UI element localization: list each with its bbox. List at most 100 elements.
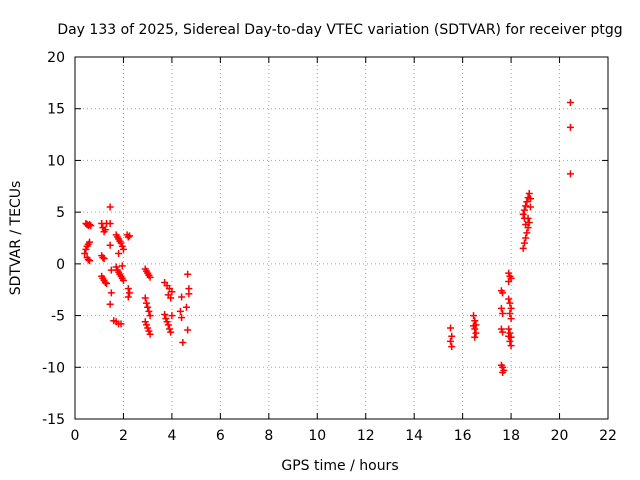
- data-point-marker: [507, 304, 515, 312]
- data-point-marker: [126, 232, 134, 240]
- data-point-marker: [497, 304, 505, 312]
- x-tick-label: 14: [405, 428, 423, 444]
- y-tick-label: 10: [47, 153, 65, 169]
- data-point-marker: [126, 289, 134, 297]
- data-point-marker: [506, 299, 514, 307]
- x-tick-label: 2: [119, 428, 128, 444]
- data-point-marker: [184, 326, 192, 334]
- data-point-marker: [525, 190, 533, 198]
- data-point-marker: [506, 310, 514, 318]
- data-point-marker: [163, 318, 171, 326]
- data-point-marker: [124, 233, 132, 241]
- data-point-marker: [506, 329, 514, 337]
- data-point-marker: [184, 270, 192, 278]
- data-point-marker: [520, 206, 528, 214]
- data-point-marker: [82, 245, 90, 253]
- data-point-marker: [87, 222, 95, 230]
- data-point-marker: [81, 250, 89, 258]
- data-markers: [81, 99, 574, 376]
- data-point-marker: [448, 332, 456, 340]
- data-point-marker: [497, 325, 505, 333]
- data-point-marker: [145, 327, 153, 335]
- data-point-marker: [168, 312, 176, 320]
- data-point-marker: [179, 338, 187, 346]
- data-point-marker: [520, 239, 528, 247]
- data-point-marker: [526, 195, 534, 203]
- data-point-marker: [167, 294, 175, 302]
- data-point-marker: [178, 314, 186, 322]
- data-point-marker: [522, 234, 530, 242]
- data-point-marker: [522, 221, 530, 229]
- data-point-marker: [499, 289, 507, 297]
- plot-frame: [74, 56, 609, 420]
- x-tick-label: 10: [308, 428, 326, 444]
- data-point-marker: [107, 289, 115, 297]
- y-tick-label: 0: [56, 257, 65, 273]
- data-point-marker: [146, 330, 154, 338]
- data-point-marker: [507, 315, 515, 323]
- data-point-marker: [523, 198, 531, 206]
- data-point-marker: [470, 322, 478, 330]
- data-point-marker: [142, 299, 150, 307]
- data-point-marker: [117, 239, 125, 247]
- data-point-marker: [182, 303, 190, 311]
- x-tick-label: 22: [599, 428, 617, 444]
- x-tick-label: 20: [551, 428, 569, 444]
- data-point-marker: [106, 203, 114, 211]
- x-axis-label: GPS time / hours: [281, 458, 398, 474]
- data-point-marker: [471, 333, 479, 341]
- data-point-marker: [526, 203, 534, 211]
- data-point-marker: [162, 315, 170, 323]
- x-tick-label: 16: [454, 428, 472, 444]
- y-tick-label: 20: [47, 50, 65, 66]
- data-point-marker: [107, 266, 115, 274]
- data-point-marker: [102, 280, 110, 288]
- axis-ticks: 0 2 4 6 8 10 12 14 16 18 20 22 -15 -10 -5 0 5 10 15 20: [42, 50, 617, 444]
- data-point-marker: [142, 321, 150, 329]
- data-point-marker: [86, 221, 94, 229]
- data-point-marker: [106, 241, 114, 249]
- data-point-marker: [505, 269, 513, 277]
- data-point-marker: [118, 262, 126, 270]
- data-point-marker: [101, 278, 109, 286]
- data-point-marker: [471, 317, 479, 325]
- data-point-marker: [448, 343, 456, 351]
- data-point-marker: [141, 318, 149, 326]
- data-point-marker: [447, 324, 455, 332]
- data-point-marker: [520, 214, 528, 222]
- data-point-marker: [470, 312, 478, 320]
- data-point-marker: [472, 329, 480, 337]
- data-point-marker: [118, 242, 126, 250]
- data-point-marker: [566, 99, 574, 107]
- data-point-marker: [165, 325, 173, 333]
- data-point-marker: [566, 123, 574, 131]
- x-tick-label: 4: [167, 428, 176, 444]
- data-point-marker: [145, 307, 153, 315]
- data-point-marker: [499, 368, 507, 376]
- data-point-marker: [178, 293, 186, 301]
- data-point-marker: [167, 328, 175, 336]
- data-point-marker: [119, 245, 127, 253]
- data-point-marker: [471, 325, 479, 333]
- data-point-marker: [124, 293, 132, 301]
- y-tick-label: 5: [56, 205, 65, 221]
- x-tick-label: 8: [264, 428, 273, 444]
- y-axis-label: SDTVAR / TECUs: [8, 181, 24, 296]
- data-point-marker: [506, 337, 514, 345]
- data-point-marker: [176, 307, 184, 315]
- data-point-marker: [505, 295, 513, 303]
- y-tick-label: -5: [51, 309, 65, 325]
- data-point-marker: [161, 311, 169, 319]
- data-point-marker: [505, 325, 513, 333]
- data-point-marker: [101, 226, 109, 234]
- data-point-marker: [164, 321, 172, 329]
- y-tick-label: -15: [42, 412, 65, 428]
- data-point-marker: [519, 244, 527, 252]
- y-tick-label: -10: [42, 360, 65, 376]
- data-point-marker: [106, 220, 114, 228]
- data-point-marker: [499, 328, 507, 336]
- data-point-marker: [185, 290, 193, 298]
- data-point-marker: [566, 170, 574, 178]
- data-point-marker: [519, 210, 527, 218]
- data-point-marker: [522, 202, 530, 210]
